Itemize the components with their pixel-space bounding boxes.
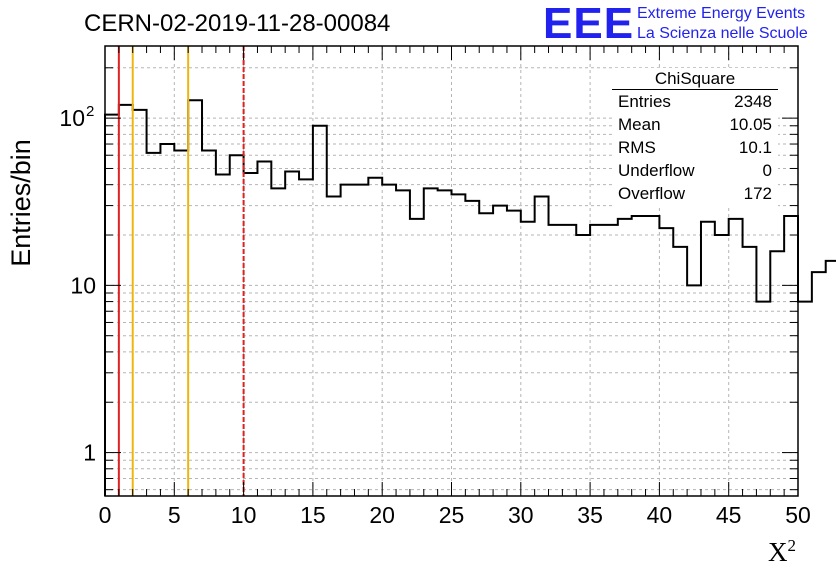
x-tick-label: 30 [508, 502, 534, 528]
y-axis-label: Entries/bin [6, 139, 36, 267]
x-tick-label: 35 [577, 502, 603, 528]
x-tick-label: 15 [300, 502, 326, 528]
x-tick-label: 10 [231, 502, 257, 528]
stat-key: RMS [618, 138, 656, 157]
x-tick-label: 50 [785, 502, 811, 528]
eee-logo-mark: EEE [543, 0, 635, 48]
x-axis-label-superscript: 2 [787, 536, 797, 555]
y-tick-label-exponent: 2 [86, 103, 94, 120]
stat-row-rms: RMS 10.1 [618, 138, 772, 161]
x-tick-label: 40 [647, 502, 673, 528]
stats-box: ChiSquare Entries 2348 Mean 10.05 RMS 10… [612, 68, 778, 208]
stat-row-mean: Mean 10.05 [618, 115, 772, 138]
x-axis-label: X2 [768, 536, 796, 568]
stat-key: Overflow [618, 184, 686, 203]
eee-logo: EEE Extreme Energy Events La Scienza nel… [543, 2, 833, 48]
stat-value: 10.05 [729, 115, 772, 134]
stat-value: 0 [762, 161, 772, 180]
y-tick-label: 1 [83, 440, 96, 466]
x-tick-label: 45 [716, 502, 742, 528]
x-axis-label-base: X [768, 537, 788, 567]
stat-key: Entries [618, 92, 671, 111]
stat-row-overflow: Overflow 172 [618, 184, 772, 207]
stat-key: Underflow [618, 161, 695, 180]
stat-key: Mean [618, 115, 661, 134]
y-tick-label: 10 [59, 105, 85, 131]
logo-subtitle-line1: Extreme Energy Events [637, 5, 806, 22]
x-tick-label: 0 [99, 502, 112, 528]
stat-row-entries: Entries 2348 [618, 92, 772, 115]
stats-box-title: ChiSquare [612, 68, 778, 90]
run-title: CERN-02-2019-11-28-00084 [84, 10, 391, 37]
x-tick-label: 20 [369, 502, 395, 528]
stat-row-underflow: Underflow 0 [618, 161, 772, 184]
x-tick-label: 25 [439, 502, 465, 528]
stat-value: 2348 [734, 92, 772, 111]
stat-value: 172 [743, 184, 772, 203]
y-tick-label: 10 [70, 272, 96, 298]
logo-subtitle-line2: La Scienza nelle Scuole [637, 25, 808, 42]
x-tick-label: 5 [168, 502, 181, 528]
stat-value: 10.1 [738, 138, 772, 157]
